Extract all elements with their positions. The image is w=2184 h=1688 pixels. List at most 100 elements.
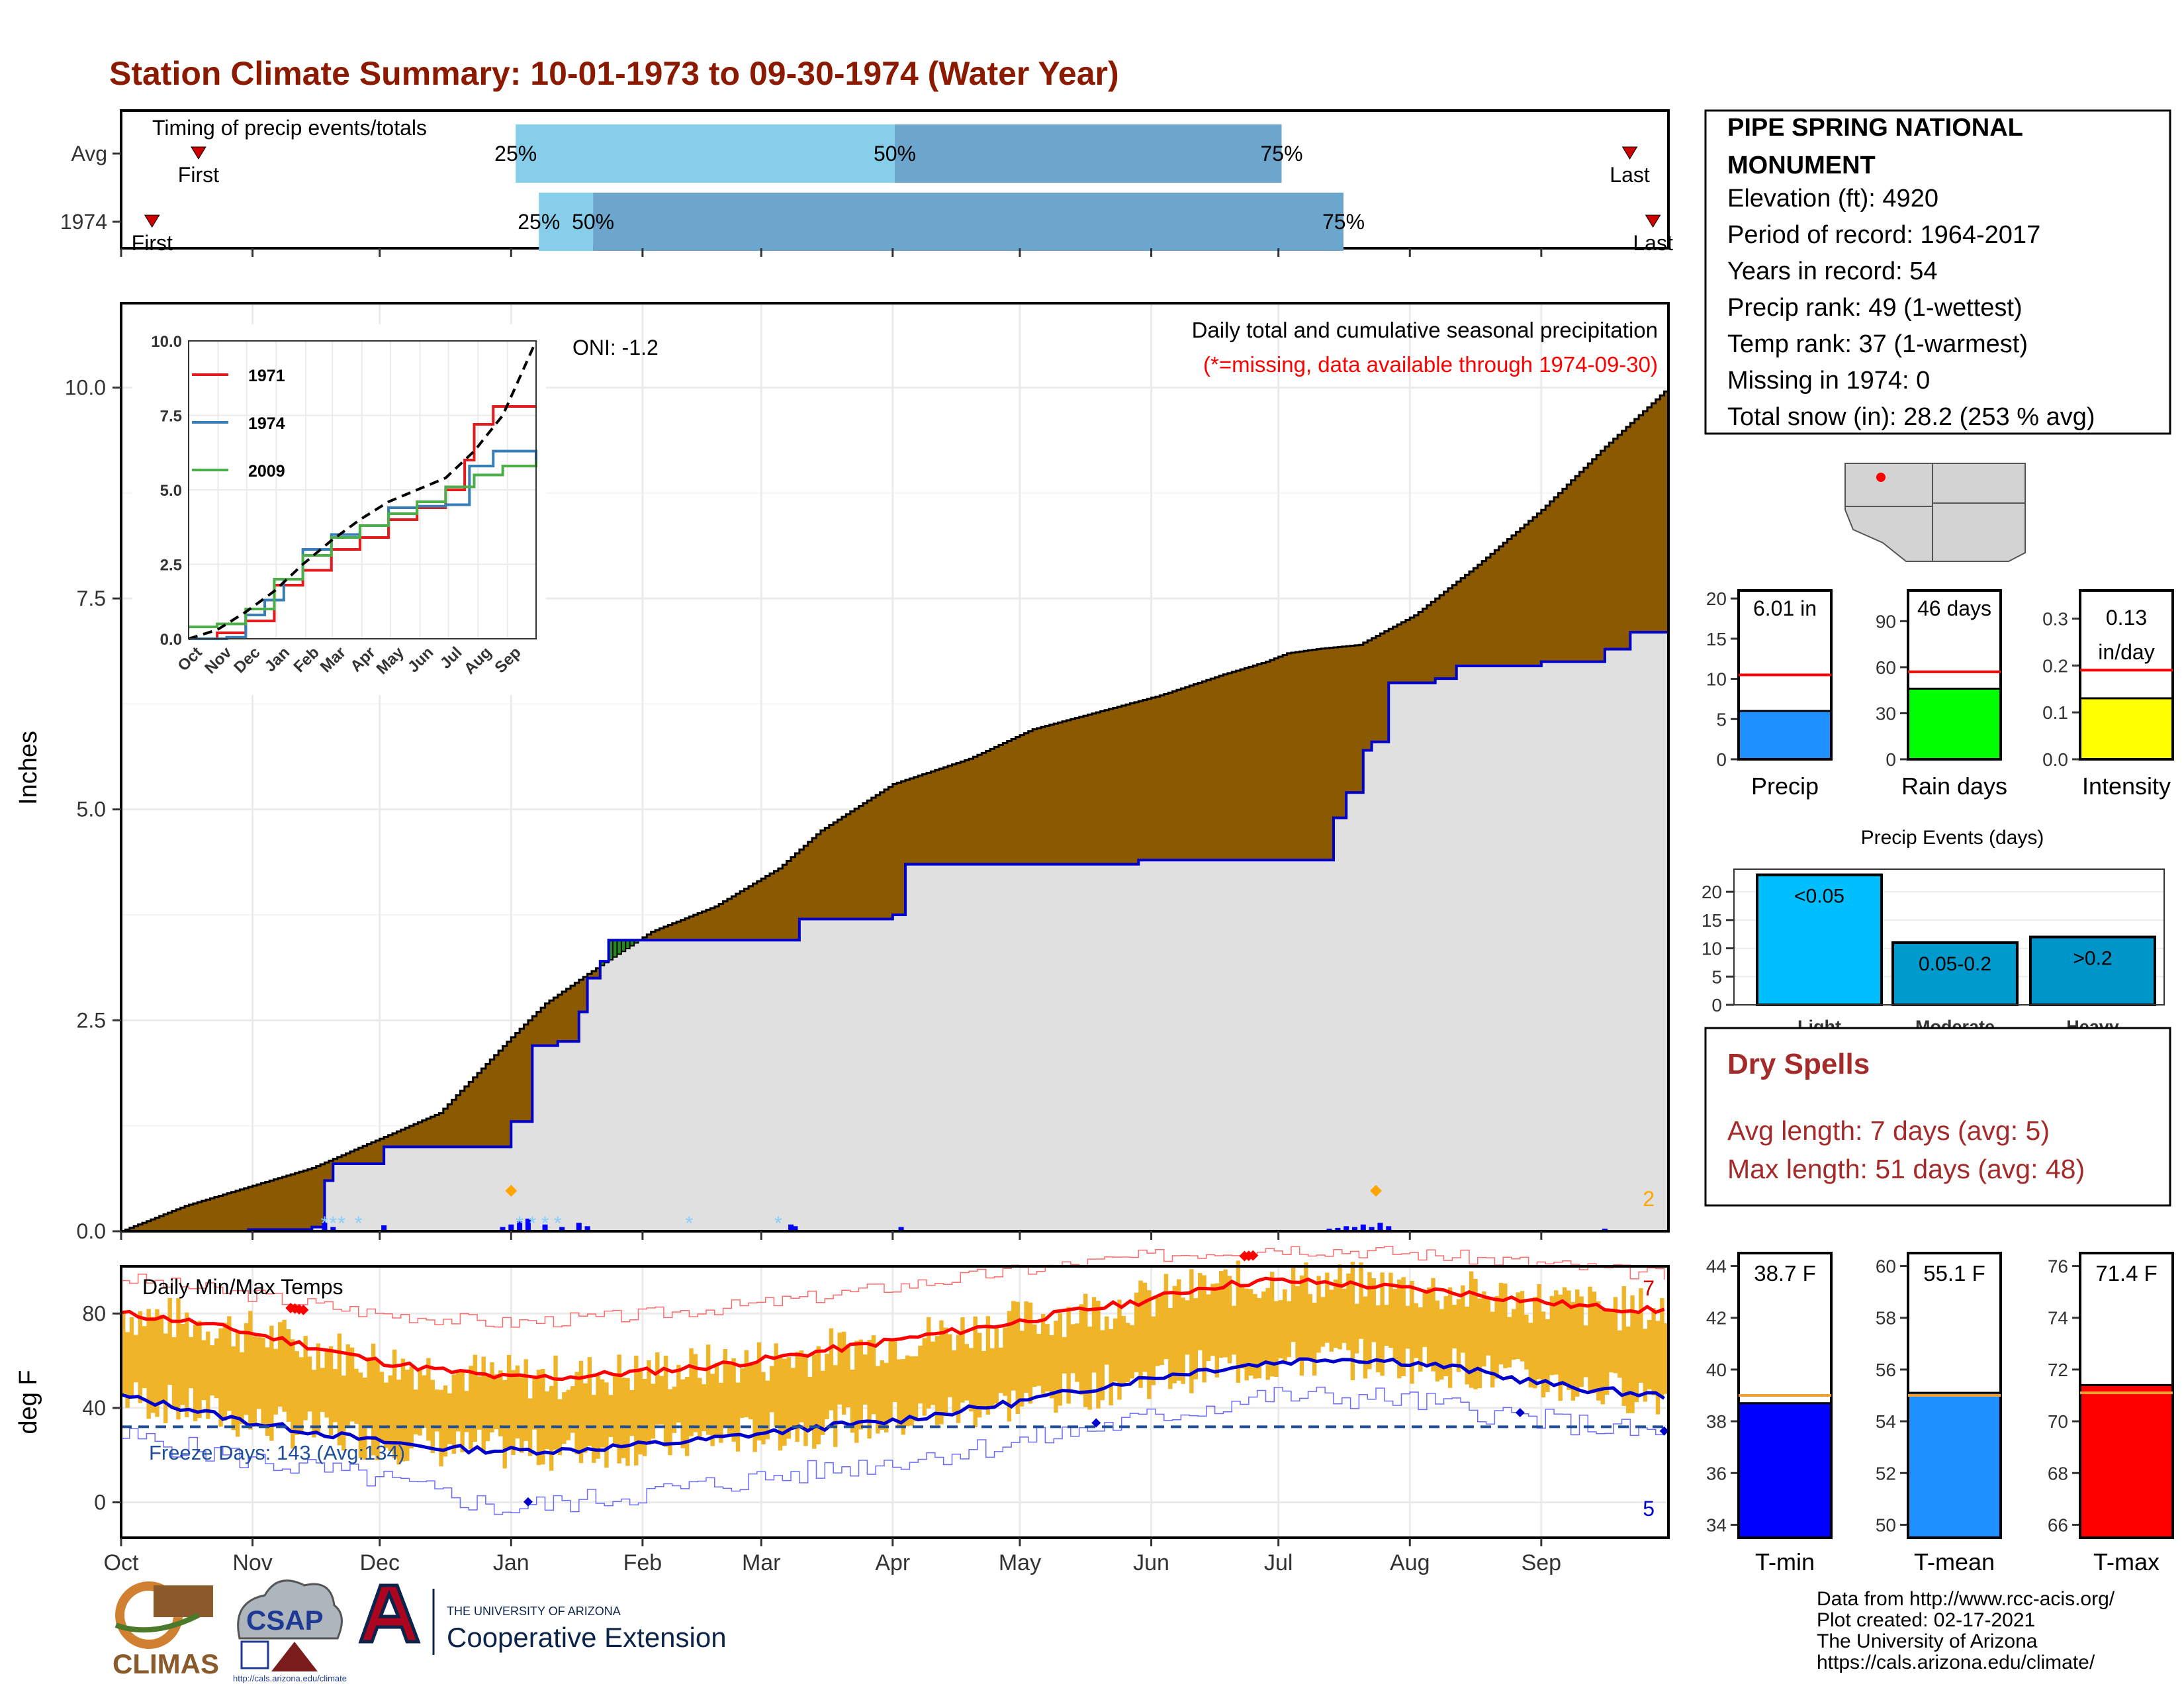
daily-precip-bar <box>508 1224 514 1231</box>
timing-row-label: 1974 <box>60 210 107 234</box>
summary-y-tick-label: 20 <box>1706 588 1727 609</box>
summary-y-tick-label: 34 <box>1706 1515 1727 1535</box>
temp-summary-value-label: 38.7 F <box>1754 1261 1816 1286</box>
month-label: Jul <box>1264 1550 1293 1575</box>
daily-precip-bar <box>517 1221 523 1231</box>
month-label: Oct <box>104 1550 139 1575</box>
quartile-50-75-bar <box>895 124 1282 183</box>
events-bar-label: 0.05-0.2 <box>1919 953 1991 975</box>
station-info-line: Period of record: 1964-2017 <box>1727 221 2040 249</box>
climas-logo: CLIMAS <box>113 1581 219 1679</box>
events-plot-frame <box>1733 868 2165 1006</box>
summary-y-tick-label: 70 <box>2048 1411 2068 1432</box>
daily-precip-bar <box>792 1226 798 1231</box>
footer-credits: Data from http://www.rcc-acis.org/Plot c… <box>1817 1588 2115 1673</box>
footer-credit-line: https://cals.arizona.edu/climate/ <box>1817 1652 2095 1673</box>
y-tick-label: 0.0 <box>77 1219 106 1243</box>
events-bar-label: <0.05 <box>1794 886 1844 908</box>
inset-series-2009-line <box>189 460 537 628</box>
station-info-line: Missing in 1974: 0 <box>1727 367 1930 395</box>
missing-note: (*=missing, data available through 1974-… <box>1203 352 1658 377</box>
daily-precip-bar <box>525 1218 531 1231</box>
summary-y-tick-label: 74 <box>2048 1308 2068 1329</box>
footer-credit-line: Plot created: 02-17-2021 <box>1817 1609 2035 1631</box>
y-tick-label: 7.5 <box>77 586 106 610</box>
station-location-dot <box>1876 473 1886 482</box>
inset-series-1971-line <box>189 405 536 640</box>
summary-category-label: T-max <box>2093 1548 2160 1575</box>
locator-map <box>1840 459 2030 565</box>
freeze-days-label: Freeze Days: 143 (Avg:134) <box>149 1441 405 1464</box>
record-high-diamond-icon <box>298 1304 309 1315</box>
summary-y-tick-label: 0.2 <box>2042 655 2068 676</box>
snow-day-asterisk-icon: * <box>516 1213 523 1235</box>
snow-day-asterisk-icon: * <box>774 1213 782 1235</box>
month-label: May <box>999 1550 1041 1575</box>
q50-label: 50% <box>874 142 916 165</box>
events-y-tick-label: 5 <box>1711 966 1722 987</box>
first-event-marker-icon <box>144 214 160 228</box>
summary-category-label: Intensity <box>2082 773 2171 800</box>
summary-y-tick-label: 10 <box>1706 669 1727 690</box>
month-label: Nov <box>232 1550 272 1575</box>
precip-y-axis-label: Inches <box>15 731 42 805</box>
avg-tmax-line <box>120 1276 1665 1382</box>
summary-category-label: Rain days <box>1901 773 2007 800</box>
arizona-a-icon <box>358 1583 421 1644</box>
csap-text: CSAP <box>246 1605 324 1636</box>
record-low-diamond-icon <box>523 1497 533 1507</box>
precip-events-title: Precip Events (days) <box>1861 827 2044 849</box>
station-name-line2: MONUMENT <box>1727 152 1876 179</box>
daily-precip-bar <box>500 1227 506 1231</box>
record-low-count: 5 <box>1643 1497 1655 1521</box>
inset-legend-label: 2009 <box>248 462 285 481</box>
y-tick-label: 10.0 <box>65 375 106 399</box>
record-low-diamond-icon <box>1659 1426 1669 1436</box>
avg-tmin-line <box>120 1357 1665 1456</box>
first-label: First <box>178 163 219 187</box>
station-info-line: Years in record: 54 <box>1727 258 1938 285</box>
summary-category-label: T-min <box>1755 1548 1815 1575</box>
inset-frame <box>188 340 537 639</box>
summary-bar-t-max <box>2079 1383 2174 1539</box>
events-y-tick-label: 20 <box>1702 882 1722 902</box>
intensity-label-value: 0.13 <box>2106 606 2147 630</box>
y-tick-label: 2.5 <box>77 1008 106 1032</box>
average-cumulative-area <box>121 632 1668 1231</box>
summary-y-tick-label: 58 <box>1876 1308 1896 1329</box>
q25-label: 25% <box>494 142 537 165</box>
summary-y-tick-label: 38 <box>1706 1411 1727 1432</box>
first-event-marker-icon <box>191 146 206 160</box>
record-low-line <box>121 1386 1665 1515</box>
summary-category-label: Precip <box>1751 773 1819 800</box>
inset-y-tick-label: 0.0 <box>160 631 182 649</box>
precip-total-label: 6.01 in <box>1753 596 1817 620</box>
precip-plot-title: Daily total and cumulative seasonal prec… <box>1192 318 1658 342</box>
events-bar-heavy <box>2029 935 2156 1006</box>
last-label: Last <box>1633 231 1673 255</box>
daily-precip-bar <box>1377 1223 1383 1231</box>
station-info-line: Total snow (in): 28.2 (253 % avg) <box>1727 403 2095 431</box>
summary-y-tick-label: 15 <box>1706 629 1727 649</box>
inset-y-tick-label: 5.0 <box>160 482 182 500</box>
snow-day-asterisk-icon: * <box>329 1213 337 1235</box>
summary-category-label: T-mean <box>1914 1548 1995 1575</box>
summary-y-tick-label: 56 <box>1876 1360 1896 1380</box>
daily-precip-bar <box>381 1225 387 1231</box>
station-info-box: PIPE SPRING NATIONAL MONUMENT Elevation … <box>1704 109 2171 435</box>
quartile-25-50-bar <box>516 124 895 183</box>
summary-y-tick-label: 76 <box>2048 1256 2068 1277</box>
timing-title: Timing of precip events/totals <box>152 116 427 140</box>
summary-y-tick-label: 0.0 <box>2042 749 2068 770</box>
daily-precip-bar <box>322 1223 328 1231</box>
dry-spells-box: Dry Spells Avg length: 7 days (avg: 5) M… <box>1704 1027 2171 1207</box>
daily-precip-bar <box>898 1227 904 1231</box>
events-y-tick-label: 0 <box>1711 995 1722 1015</box>
summary-bar-frame <box>2079 589 2174 761</box>
inset-y-tick-label: 7.5 <box>160 408 182 426</box>
footer-credit-line: The University of Arizona <box>1817 1630 2038 1652</box>
last-label: Last <box>1610 163 1650 187</box>
y-tick-label: 5.0 <box>77 798 106 821</box>
snow-day-asterisk-icon: * <box>321 1213 329 1235</box>
